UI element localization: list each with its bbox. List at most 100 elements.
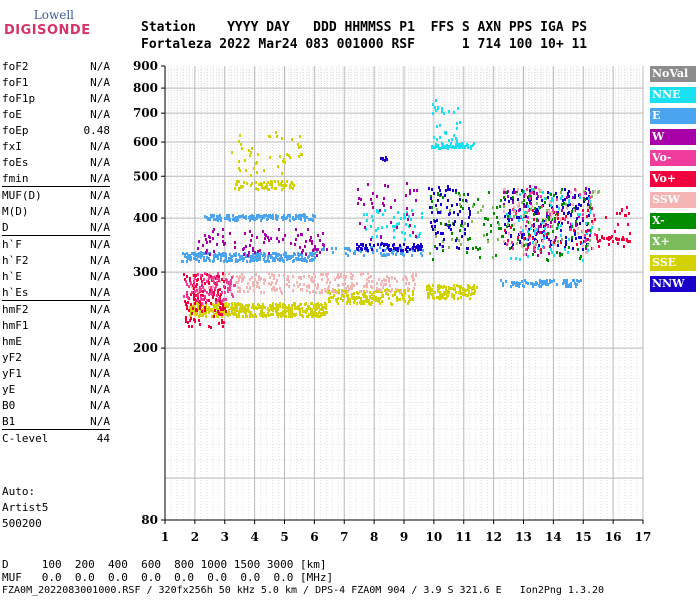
data-point <box>403 217 405 220</box>
data-point <box>550 217 552 220</box>
data-point <box>451 146 453 149</box>
data-point <box>320 312 322 315</box>
data-point <box>187 257 189 260</box>
data-point <box>321 291 323 294</box>
data-point <box>421 212 423 215</box>
data-point <box>370 238 372 241</box>
data-point <box>564 188 566 191</box>
data-point <box>270 254 272 257</box>
data-point <box>522 190 524 193</box>
data-point <box>557 240 559 243</box>
data-point <box>571 210 573 213</box>
data-point <box>227 305 229 308</box>
data-point <box>274 187 276 190</box>
data-point <box>567 251 569 254</box>
data-point <box>270 308 272 311</box>
data-point <box>322 273 324 276</box>
data-point <box>574 188 576 191</box>
data-point <box>295 313 297 316</box>
data-point <box>291 307 293 310</box>
data-point <box>190 282 192 285</box>
data-point <box>275 253 277 256</box>
data-point <box>357 202 359 205</box>
legend-item: Vo+ <box>650 171 696 187</box>
data-point <box>260 291 262 294</box>
data-point <box>460 296 462 299</box>
data-point <box>292 289 294 292</box>
data-point <box>378 278 380 281</box>
data-point <box>213 218 215 221</box>
data-point <box>353 301 355 304</box>
data-point <box>397 249 399 252</box>
data-point <box>218 297 220 300</box>
data-point <box>517 188 519 191</box>
data-point <box>366 219 368 222</box>
data-point <box>387 185 389 188</box>
data-point <box>393 229 395 232</box>
data-point <box>408 295 410 298</box>
data-point <box>202 314 204 317</box>
param-key: foEs <box>2 156 29 169</box>
data-point <box>525 194 527 197</box>
data-point <box>326 311 328 314</box>
data-point <box>364 292 366 295</box>
data-point <box>191 305 193 308</box>
data-point <box>254 278 256 281</box>
data-point <box>457 213 459 216</box>
data-point <box>571 225 573 228</box>
data-point <box>511 241 513 244</box>
data-point <box>291 315 293 318</box>
data-point <box>527 282 529 285</box>
data-point <box>540 285 542 288</box>
data-point <box>416 189 418 192</box>
data-point <box>391 276 393 279</box>
data-point <box>551 241 553 244</box>
data-point <box>529 234 531 237</box>
data-point <box>275 214 277 217</box>
legend-item: W <box>650 129 696 145</box>
data-point <box>287 309 289 312</box>
data-point <box>529 192 531 195</box>
data-point <box>225 298 227 301</box>
data-point <box>587 229 589 232</box>
data-point <box>265 186 267 189</box>
data-point <box>270 313 272 316</box>
param-row: D N/A <box>2 219 110 235</box>
data-point <box>431 200 433 203</box>
data-point <box>225 253 227 256</box>
data-point <box>386 243 388 246</box>
data-point <box>210 215 212 218</box>
data-point <box>539 281 541 284</box>
data-point <box>528 209 530 212</box>
data-point <box>402 278 404 281</box>
data-point <box>525 243 527 246</box>
data-point <box>512 247 514 250</box>
data-point <box>490 224 492 227</box>
data-point <box>462 199 464 202</box>
data-point <box>440 232 442 235</box>
data-point <box>328 300 330 303</box>
param-value: N/A <box>90 238 110 251</box>
data-point <box>580 204 582 207</box>
data-point <box>407 289 409 292</box>
data-point <box>333 294 335 297</box>
data-point <box>519 258 521 261</box>
data-point <box>583 190 585 193</box>
data-point <box>459 194 461 197</box>
data-point <box>298 214 300 217</box>
data-point <box>248 216 250 219</box>
data-point <box>268 272 270 275</box>
data-point <box>361 302 363 305</box>
data-point <box>545 219 547 222</box>
data-point <box>259 258 261 261</box>
data-point <box>272 305 274 308</box>
data-point <box>313 313 315 316</box>
data-point <box>231 259 233 262</box>
data-point <box>196 253 198 256</box>
data-point <box>193 287 195 290</box>
data-point <box>402 251 404 254</box>
data-point <box>513 206 515 209</box>
data-point <box>228 313 230 316</box>
data-point <box>519 282 521 285</box>
data-point <box>213 259 215 262</box>
